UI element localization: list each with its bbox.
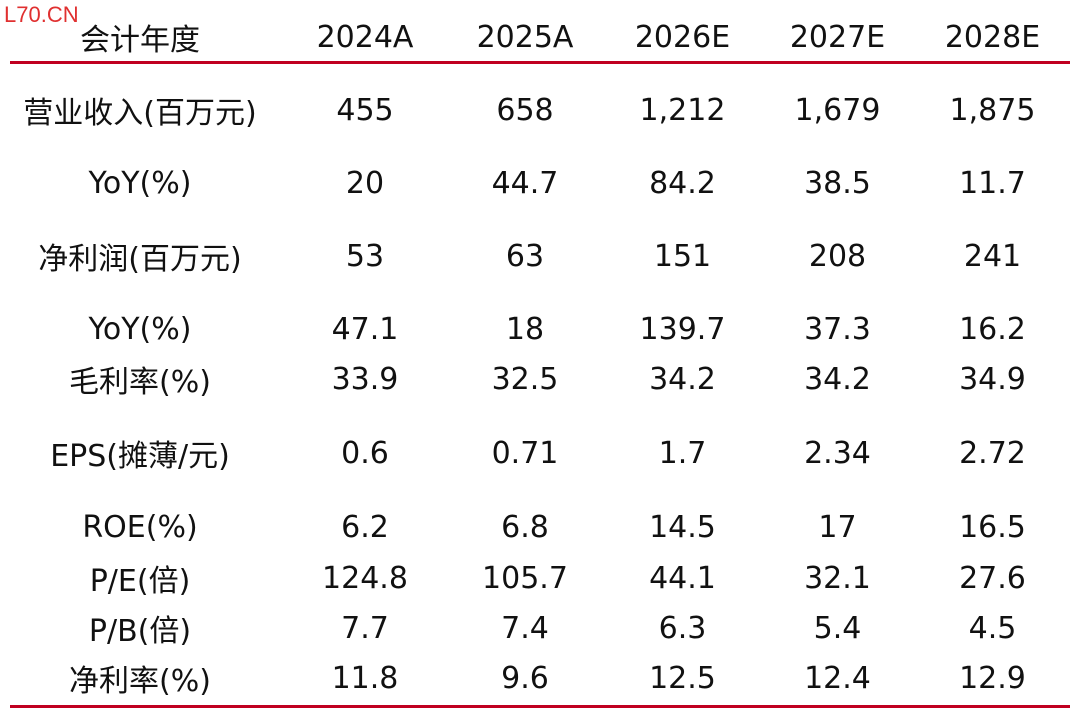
header-rule: [10, 61, 1070, 64]
cell-value: 34.2: [649, 361, 716, 397]
cell-value: 658: [496, 92, 554, 128]
cell-value: 11.7: [959, 165, 1026, 201]
header-2026e: 2026E: [634, 19, 731, 55]
cell-value: 53: [345, 238, 385, 274]
financial-forecast-table: 会计年度 2024A 2025A 2026E 2027E 2028E 营业收入(…: [10, 0, 1070, 716]
cell-value: 6.2: [341, 509, 389, 545]
cell-value: 241: [963, 238, 1022, 274]
table-row: YoY(%) 47.1 18 139.7 37.3 16.2: [10, 306, 1070, 352]
row-label: 净利率(%): [69, 664, 211, 699]
cell-value: 34.2: [804, 361, 871, 397]
cell-value: 6.3: [658, 610, 707, 646]
cell-value: 16.5: [959, 509, 1026, 545]
cell-value: 9.6: [501, 660, 549, 696]
cell-value: 1,679: [794, 92, 881, 128]
row-label: 营业收入(百万元): [23, 96, 257, 131]
cell-value: 5.4: [813, 610, 862, 646]
header-row: 会计年度 2024A 2025A 2026E 2027E 2028E: [10, 14, 1070, 60]
cell-value: 151: [653, 238, 712, 274]
cell-value: 27.6: [959, 560, 1026, 596]
cell-value: 7.4: [501, 610, 549, 646]
cell-value: 14.5: [649, 509, 716, 545]
cell-value: 1,875: [949, 92, 1036, 128]
cell-value: 63: [505, 238, 545, 274]
cell-value: 0.6: [341, 435, 389, 471]
cell-value: 1.7: [658, 435, 707, 471]
cell-value: 12.5: [649, 660, 716, 696]
cell-value: 34.9: [959, 361, 1026, 397]
cell-value: 1,212: [639, 92, 726, 128]
cell-value: 208: [808, 238, 867, 274]
footer-rule: [10, 705, 1070, 708]
cell-value: 455: [336, 92, 394, 128]
cell-value: 17: [818, 509, 857, 545]
table-row: YoY(%) 20 44.7 84.2 38.5 11.7: [10, 160, 1070, 206]
table-row: EPS(摊薄/元) 0.6 0.71 1.7 2.34 2.72: [10, 430, 1070, 476]
cell-value: 18: [505, 311, 545, 347]
cell-value: 47.1: [331, 311, 399, 347]
row-label: 毛利率(%): [69, 365, 211, 400]
row-label: YoY(%): [88, 165, 192, 201]
cell-value: 84.2: [649, 165, 716, 201]
cell-value: 2.34: [804, 435, 871, 471]
table-row: 毛利率(%) 33.9 32.5 34.2 34.2 34.9: [10, 356, 1070, 402]
header-2028e: 2028E: [944, 19, 1041, 55]
row-label: P/B(倍): [88, 614, 192, 649]
cell-value: 20: [345, 165, 385, 201]
table-row: 净利润(百万元) 53 63 151 208 241: [10, 233, 1070, 279]
row-label: ROE(%): [82, 509, 198, 545]
row-label: EPS(摊薄/元): [50, 439, 230, 474]
table-row: P/B(倍) 7.7 7.4 6.3 5.4 4.5: [10, 605, 1070, 651]
cell-value: 2.72: [959, 435, 1026, 471]
header-label: 会计年度: [80, 23, 200, 58]
cell-value: 44.7: [491, 165, 559, 201]
header-2024a: 2024A: [316, 19, 414, 55]
cell-value: 12.9: [959, 660, 1026, 696]
cell-value: 12.4: [804, 660, 871, 696]
cell-value: 32.5: [491, 361, 559, 397]
header-2027e: 2027E: [789, 19, 886, 55]
watermark: L70.CN: [4, 2, 79, 27]
cell-value: 44.1: [649, 560, 716, 596]
cell-value: 139.7: [639, 311, 726, 347]
table-row: 净利率(%) 11.8 9.6 12.5 12.4 12.9: [10, 655, 1070, 701]
cell-value: 32.1: [804, 560, 871, 596]
row-label: 净利润(百万元): [38, 242, 242, 277]
cell-value: 6.8: [501, 509, 549, 545]
cell-value: 7.7: [341, 610, 389, 646]
cell-value: 105.7: [482, 560, 568, 596]
cell-value: 37.3: [804, 311, 871, 347]
table-row: ROE(%) 6.2 6.8 14.5 17 16.5: [10, 504, 1070, 550]
cell-value: 11.8: [331, 660, 399, 696]
header-2025a: 2025A: [476, 19, 574, 55]
table-row: 营业收入(百万元) 455 658 1,212 1,679 1,875: [10, 87, 1070, 133]
cell-value: 0.71: [491, 435, 559, 471]
cell-value: 4.5: [968, 610, 1017, 646]
cell-value: 33.9: [331, 361, 399, 397]
row-label: P/E(倍): [89, 564, 191, 599]
cell-value: 16.2: [959, 311, 1026, 347]
table-row: P/E(倍) 124.8 105.7 44.1 32.1 27.6: [10, 555, 1070, 601]
row-label: YoY(%): [88, 311, 192, 347]
cell-value: 38.5: [804, 165, 871, 201]
cell-value: 124.8: [322, 560, 408, 596]
